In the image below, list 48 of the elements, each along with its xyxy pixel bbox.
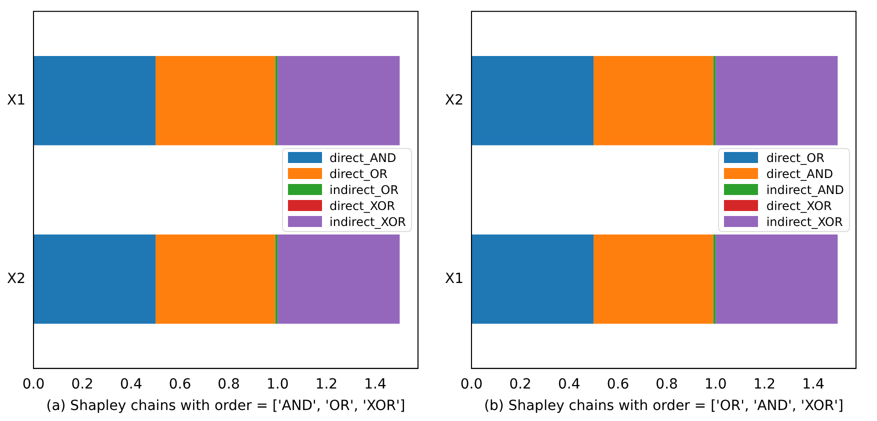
legend-label: indirect_XOR <box>766 214 843 229</box>
bar <box>156 234 276 324</box>
bar <box>34 56 156 146</box>
x-tick-label: 1.2 <box>315 376 338 392</box>
legend-label: indirect_AND <box>766 182 844 197</box>
bar <box>713 234 716 324</box>
bar <box>472 234 594 324</box>
x-tick-label: 0.0 <box>460 376 483 392</box>
bar <box>472 56 594 146</box>
bar <box>34 234 156 324</box>
x-tick-label: 1.4 <box>364 376 386 392</box>
x-tick-label: 0.2 <box>71 376 94 392</box>
y-tick-label: X2 <box>445 92 464 108</box>
bar <box>713 56 716 146</box>
bar <box>716 56 838 146</box>
bar <box>716 234 838 324</box>
legend-label: direct_XOR <box>330 198 396 213</box>
bar <box>275 56 278 146</box>
y-tick-label: X1 <box>445 270 464 287</box>
legend-label: indirect_XOR <box>330 214 406 229</box>
x-axis-title: (b) Shapley chains with order = ['OR', 'AND', 'XOR'] <box>484 398 844 414</box>
bar <box>275 234 278 324</box>
bar <box>278 56 400 146</box>
bar <box>278 234 400 324</box>
y-tick-label: X2 <box>7 270 26 287</box>
legend-label: direct_AND <box>766 166 834 181</box>
y-tick-label: X1 <box>7 92 26 108</box>
legend-label: direct_OR <box>330 166 388 181</box>
bar <box>594 234 714 324</box>
x-tick-label: 0.8 <box>218 376 240 392</box>
x-tick-label: 0.6 <box>168 376 192 392</box>
x-tick-label: 0.0 <box>22 376 45 392</box>
x-tick-label: 0.4 <box>120 376 142 392</box>
bar <box>594 56 714 146</box>
x-tick-label: 1.4 <box>802 376 824 392</box>
legend-label: direct_AND <box>330 150 396 165</box>
legend-label: direct_XOR <box>766 198 832 213</box>
legend-label: indirect_OR <box>330 182 399 197</box>
x-tick-label: 0.2 <box>509 376 532 392</box>
x-tick-label: 0.6 <box>606 376 630 392</box>
bar <box>156 56 276 146</box>
x-tick-label: 1.0 <box>266 376 289 392</box>
x-tick-label: 0.8 <box>656 376 678 392</box>
x-tick-label: 1.2 <box>753 376 776 392</box>
legend-label: direct_OR <box>766 150 824 165</box>
x-tick-label: 1.0 <box>704 376 727 392</box>
x-tick-label: 0.4 <box>558 376 580 392</box>
x-axis-title: (a) Shapley chains with order = ['AND', 'OR', 'XOR'] <box>46 398 406 414</box>
